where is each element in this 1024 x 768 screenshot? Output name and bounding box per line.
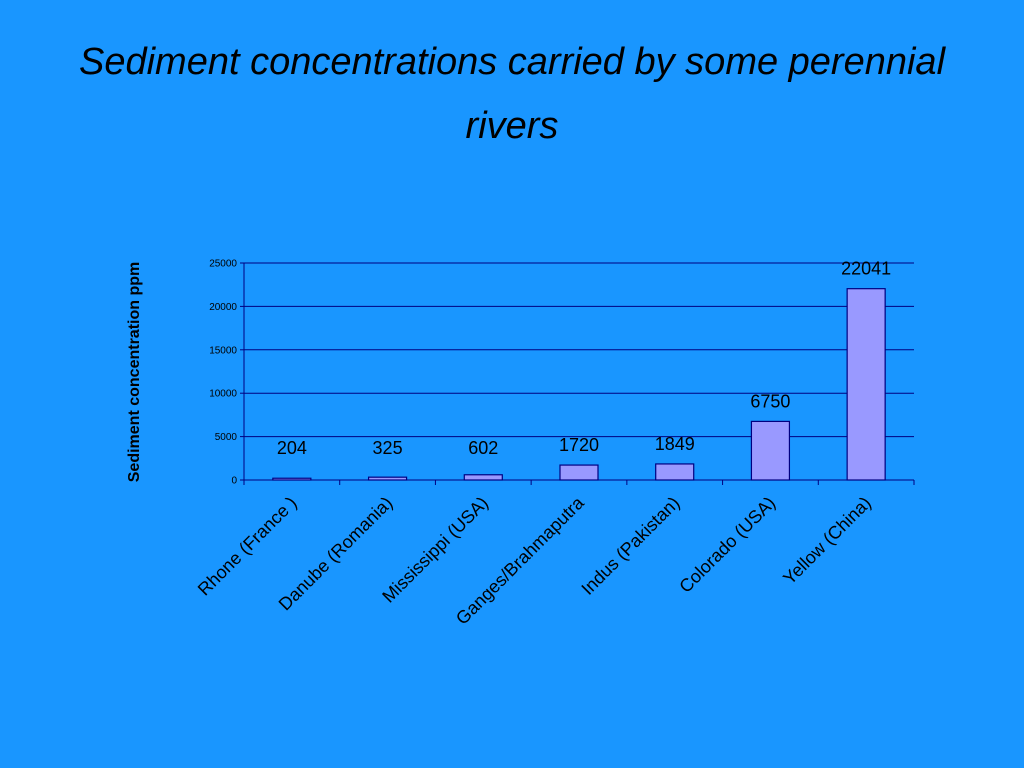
- data-label: 204: [277, 438, 307, 458]
- data-label: 1720: [559, 435, 599, 455]
- bar: [367, 476, 408, 481]
- data-label: 602: [468, 438, 498, 458]
- x-tick-labels: Rhone (France )Danube (Romania)Mississip…: [194, 492, 875, 629]
- bar: [559, 464, 599, 481]
- y-tick-label: 20000: [209, 302, 237, 313]
- data-label: 22041: [841, 259, 891, 279]
- y-tick-label: 10000: [209, 389, 237, 400]
- y-tick-labels: 0 5000 10000 15000 20000 25000: [209, 259, 237, 487]
- x-tick-label: Mississippi (USA): [378, 493, 492, 607]
- x-tick-label: Colorado (USA): [675, 493, 779, 597]
- y-tick-label: 0: [231, 476, 237, 487]
- slide-title: Sediment concentrations carried by some …: [78, 41, 946, 147]
- data-label: 325: [373, 438, 403, 458]
- y-tick-label: 25000: [209, 259, 237, 270]
- x-tick-label: Indus (Pakistan): [577, 493, 683, 599]
- bar: [750, 420, 791, 481]
- gridlines: [244, 262, 914, 438]
- bar: [463, 474, 503, 481]
- x-tick-label: Rhone (France ): [194, 493, 301, 600]
- y-tick-label: 15000: [209, 345, 237, 356]
- x-tick-label: Yellow (China): [779, 493, 875, 589]
- bar: [655, 463, 695, 481]
- data-label: 6750: [750, 391, 790, 411]
- y-axis-label: Sediment concentration ppm: [126, 262, 143, 482]
- bar: [272, 477, 312, 481]
- bars: [272, 288, 886, 481]
- y-tick-label: 5000: [215, 432, 238, 443]
- bar: [846, 288, 886, 481]
- data-labels: 204 325 602 1720 1849 6750 22041: [277, 259, 891, 458]
- data-label: 1849: [655, 434, 695, 454]
